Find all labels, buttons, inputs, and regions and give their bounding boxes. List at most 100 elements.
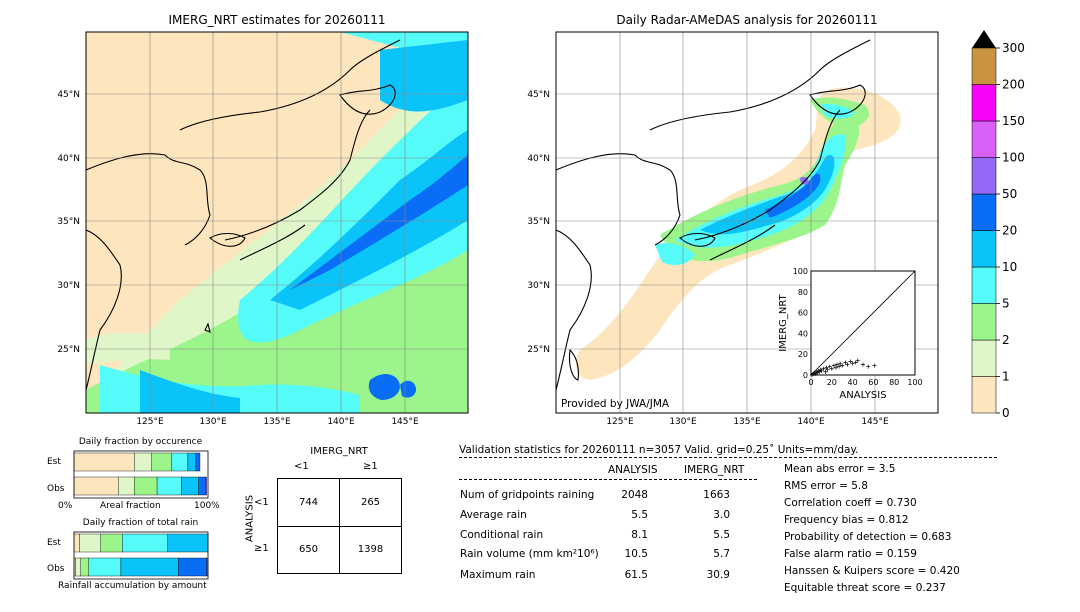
scatter-point: [835, 362, 839, 367]
colorbar-label: 1: [1002, 370, 1010, 384]
colorbar-extend-arrow: [972, 30, 996, 48]
colorbar-label: 10: [1002, 260, 1017, 274]
colorbar-box: [971, 376, 997, 414]
total-frame: [73, 531, 209, 580]
colorbar-label: 300: [1002, 41, 1025, 55]
contingency-cell: 650: [298, 544, 319, 555]
left-lat-label: 40°N: [57, 154, 80, 164]
fraction-segment: [118, 476, 135, 496]
colorbar-box: [971, 47, 997, 85]
stats-score: Mean abs error = 3.5: [784, 463, 896, 475]
scatter-point: [815, 370, 820, 375]
stats-score: Equitable threat score = 0.237: [784, 582, 946, 594]
colorbar-box: [971, 157, 997, 195]
scatter-ylabel: IMERG_NRT: [778, 293, 789, 351]
fraction-segment: [134, 476, 158, 496]
total-row-obs: Obs: [47, 564, 65, 574]
scatter-point: [837, 364, 842, 369]
total-row-est: Est: [47, 538, 61, 548]
total-bars: [73, 531, 209, 580]
stats-row-imerg: 30.9: [706, 569, 730, 581]
colorbar-box: [971, 266, 997, 304]
fraction-segment: [122, 533, 169, 553]
stats-score: RMS error = 5.8: [784, 480, 868, 492]
contingency-cell: 1398: [357, 544, 384, 555]
occurrence-row-est: Est: [47, 457, 61, 467]
fraction-segment: [88, 557, 122, 577]
fraction-segment: [156, 476, 182, 496]
total-axis-label: Rainfall accumulation by amount: [58, 581, 207, 591]
fraction-segment: [120, 557, 179, 577]
scatter-y-tick: 0: [803, 371, 808, 380]
left-map-title: IMERG_NRT estimates for 20260111: [168, 13, 386, 27]
total-title: Daily fraction of total rain: [82, 518, 199, 528]
total-bar-segments: [73, 533, 209, 577]
right-lon-label: 135°E: [733, 417, 761, 427]
colorbar-labels: 0 1 2 5 10 20 50 100 150 200 300: [996, 41, 1025, 420]
scatter-point: [833, 365, 838, 370]
contingency-cell: 744: [298, 497, 319, 508]
stats-row-analysis: 10.5: [624, 548, 648, 560]
contingency-col-label: ≥1: [363, 461, 378, 472]
scatter-point: [861, 362, 865, 367]
scatter-x-tick: 0: [808, 378, 813, 387]
fraction-segment: [205, 476, 207, 496]
left-lat-label: 35°N: [57, 217, 80, 227]
fraction-segment: [195, 452, 201, 472]
fraction-segment: [187, 452, 197, 472]
fraction-segment: [73, 476, 119, 496]
scatter-point: [848, 359, 853, 364]
right-lon-label: 145°E: [861, 417, 889, 427]
scatter-point: [838, 361, 843, 366]
scatter-point: [829, 366, 834, 371]
fraction-segment: [178, 557, 207, 577]
scatter-x-tick: 60: [868, 378, 878, 387]
scatter-point: [813, 371, 818, 376]
colorbar-box: [971, 303, 997, 341]
scatter-point: [819, 368, 824, 373]
fraction-segment: [79, 533, 102, 553]
left-map-rain-field: [86, 32, 468, 413]
right-map-coastlines: [556, 39, 871, 391]
scatter-point: [821, 366, 826, 371]
fraction-segment: [167, 533, 209, 553]
stats-score: Hanssen & Kuipers score = 0.420: [784, 565, 960, 577]
stats-col-imerg: IMERG_NRT: [684, 464, 745, 476]
contingency-title: IMERG_NRT: [310, 446, 368, 457]
fraction-segment: [80, 557, 89, 577]
fraction-segment: [134, 452, 152, 472]
colorbar-label: 100: [1002, 151, 1025, 165]
occurrence-frame: [73, 450, 209, 499]
stats-row-imerg: 5.7: [713, 548, 730, 560]
scatter-point: [827, 364, 832, 369]
left-lon-label: 145°E: [391, 417, 419, 427]
stats-divider-mid: [459, 479, 757, 480]
left-lat-label: 45°N: [57, 90, 80, 100]
left-map-frame: [85, 31, 469, 414]
fraction-segment: [75, 557, 81, 577]
right-lon-label: 130°E: [669, 417, 697, 427]
colorbar-label: 0: [1002, 406, 1010, 420]
scatter-x-tick: 20: [827, 378, 837, 387]
fraction-segment: [73, 452, 135, 472]
stats-row-imerg: 3.0: [713, 509, 730, 521]
contingency-cell: 265: [360, 497, 381, 508]
scatter-point: [824, 365, 829, 370]
right-lon-label: 140°E: [797, 417, 825, 427]
occurrence-bars: [73, 450, 209, 499]
left-lon-label: 140°E: [327, 417, 355, 427]
contingency-row-label: <1: [254, 497, 269, 508]
scatter-x-tick: 100: [907, 378, 922, 387]
left-lon-label: 125°E: [136, 417, 164, 427]
stats-row-label: Rain volume (mm km²10⁶): [460, 548, 599, 560]
right-map-title: Daily Radar-AMeDAS analysis for 20260111: [616, 13, 878, 27]
scatter-point: [845, 362, 850, 367]
colorbar: 0 1 2 5 10 20 50 100 150 200 300: [971, 30, 1025, 420]
scatter-xlabel: ANALYSIS: [839, 390, 886, 401]
colorbar-boxes: [971, 47, 997, 414]
scatter-y-tick: 60: [798, 309, 808, 318]
colorbar-box: [971, 230, 997, 268]
occurrence-title: Daily fraction by occurence: [78, 437, 203, 447]
colorbar-label: 150: [1002, 114, 1025, 128]
occurrence-bar-segments: [73, 452, 207, 496]
